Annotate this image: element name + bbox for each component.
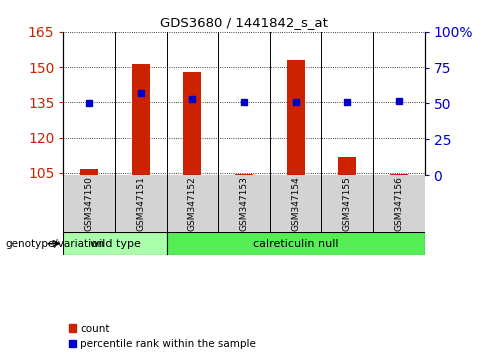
Text: GSM347150: GSM347150 [85,176,94,231]
Text: GSM347154: GSM347154 [291,176,300,231]
Text: calreticulin null: calreticulin null [253,239,338,249]
Text: genotype/variation: genotype/variation [5,239,104,249]
Text: GSM347153: GSM347153 [240,176,248,231]
Title: GDS3680 / 1441842_s_at: GDS3680 / 1441842_s_at [160,16,328,29]
Bar [235,174,253,175]
Bar [132,64,150,175]
Text: GSM347152: GSM347152 [188,176,197,231]
Bar [390,174,408,175]
Text: GSM347155: GSM347155 [343,176,352,231]
Bar [166,232,425,255]
Bar [63,232,166,255]
Legend: count, percentile rank within the sample: count, percentile rank within the sample [69,324,256,349]
Bar [338,158,356,175]
Text: GSM347156: GSM347156 [394,176,403,231]
Bar [80,169,98,175]
Bar [183,72,202,175]
Text: wild type: wild type [90,239,141,249]
Bar [286,60,305,175]
Text: GSM347151: GSM347151 [136,176,145,231]
